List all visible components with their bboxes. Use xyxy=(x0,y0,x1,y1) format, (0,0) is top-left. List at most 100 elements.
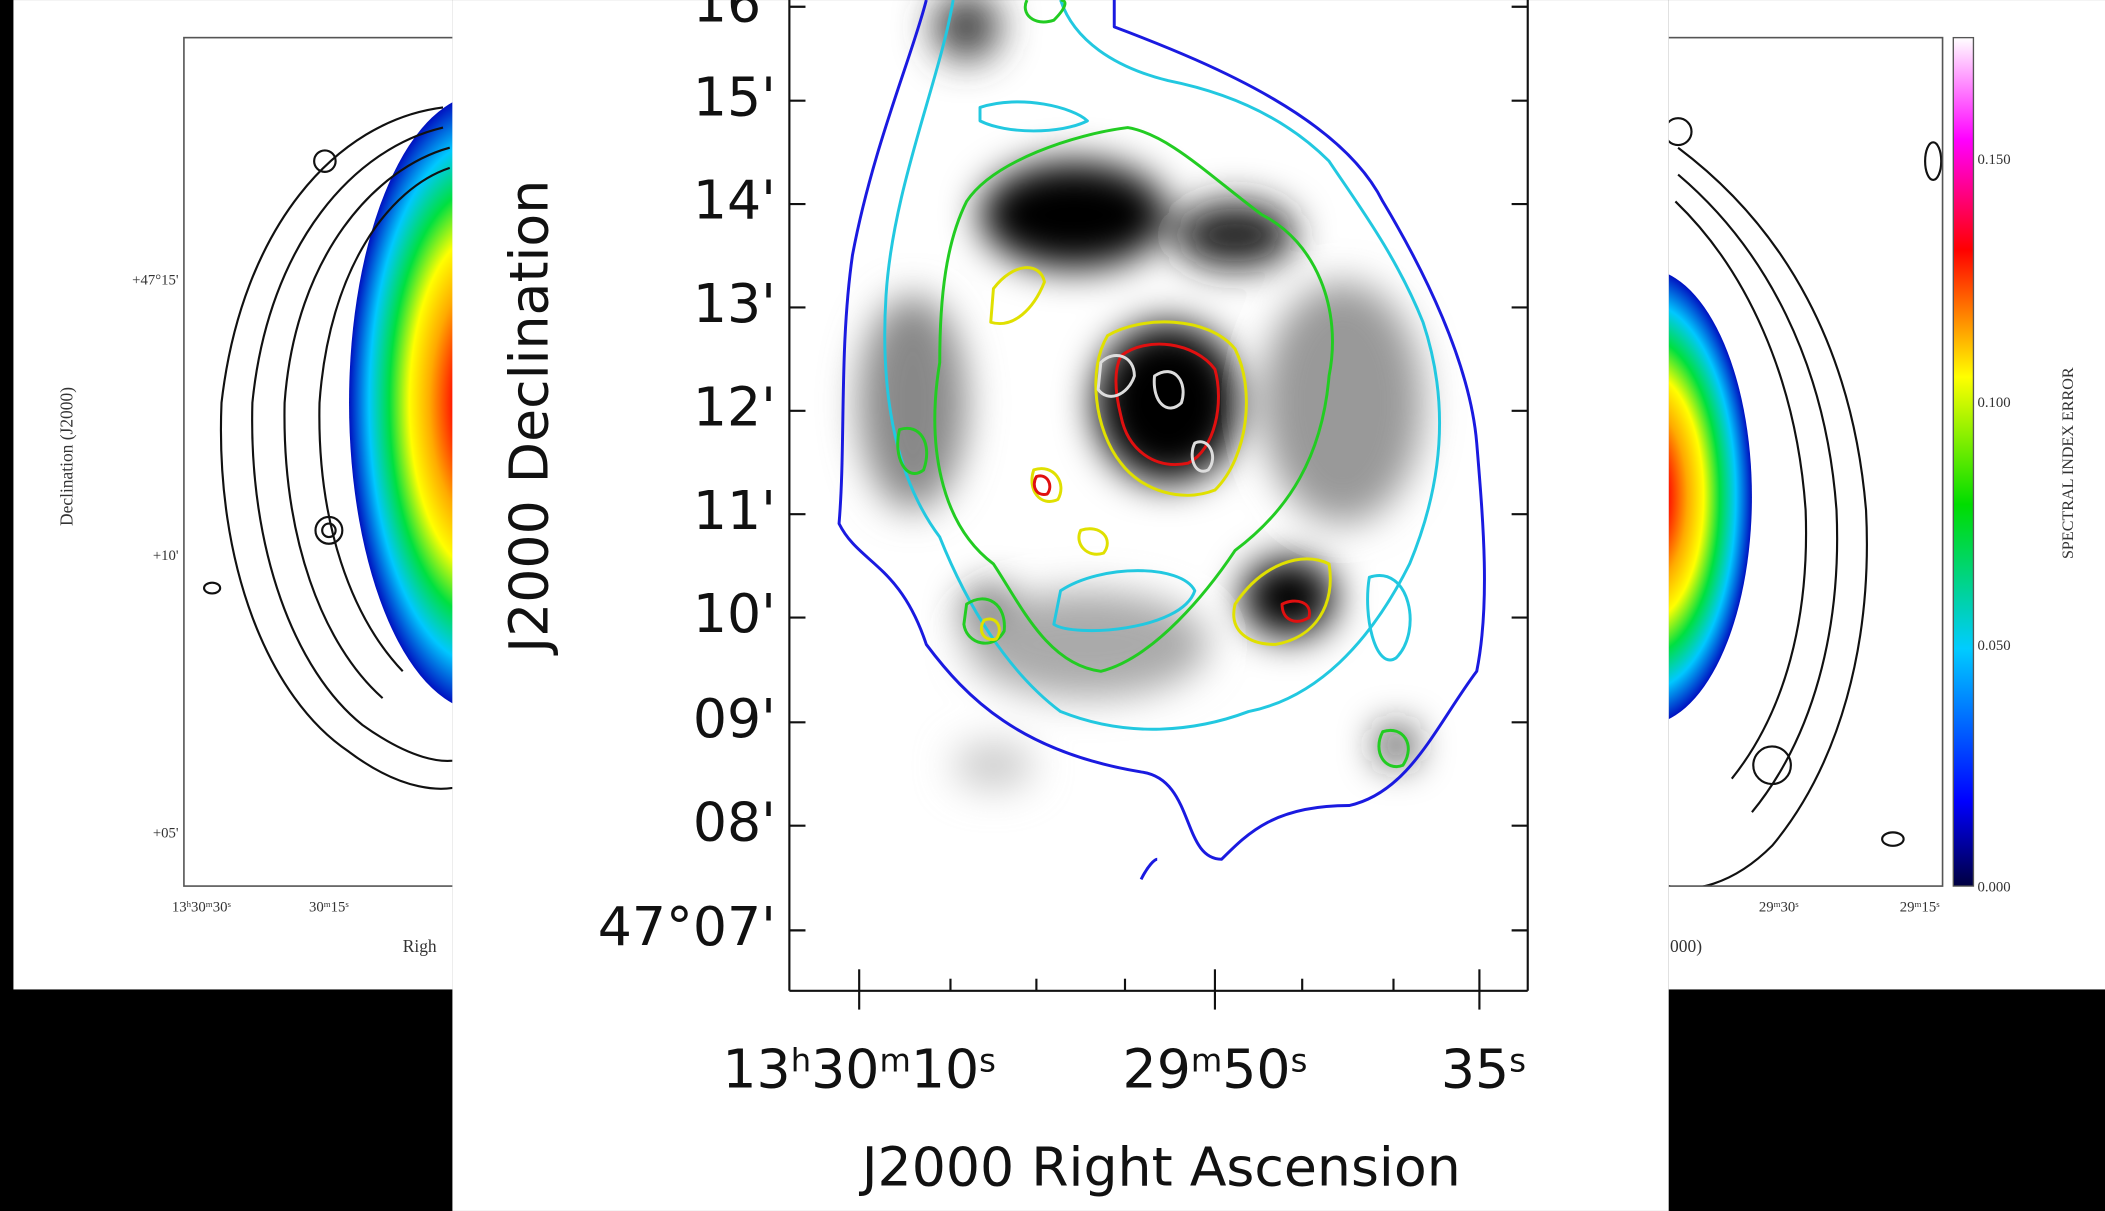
intensity-map xyxy=(859,0,1424,790)
label-part: 50 xyxy=(1222,1037,1290,1100)
label-part: h xyxy=(791,1041,811,1079)
y-axis-label: Declination (J2000) xyxy=(56,387,76,526)
label-part: 35 xyxy=(1441,1037,1509,1100)
x-axis-label: 000) xyxy=(1670,936,1702,956)
blob xyxy=(953,741,1034,790)
y-tick-label: 09' xyxy=(693,687,776,750)
spectral-map xyxy=(349,102,453,704)
contour xyxy=(202,581,222,595)
label-part: 30 xyxy=(811,1037,879,1100)
blob xyxy=(1377,726,1415,764)
y-tick-label: 47°07' xyxy=(598,895,776,958)
y-tick-label: 12' xyxy=(693,375,776,438)
contours xyxy=(1668,117,1943,887)
colorbar-tick-label: 0.000 xyxy=(1977,879,2010,895)
label-part: 30 xyxy=(1781,900,1796,916)
label-part: m xyxy=(206,899,213,909)
label-part: s xyxy=(1795,899,1799,909)
label-part: m xyxy=(324,899,331,909)
label-part: s xyxy=(227,899,231,909)
contour-blue xyxy=(837,0,1486,861)
contour xyxy=(219,106,453,790)
contour xyxy=(1752,745,1792,786)
contour xyxy=(1677,173,1839,813)
x-tick-label: 29m15s xyxy=(1900,899,1940,915)
blob xyxy=(1174,201,1296,269)
left-map xyxy=(202,102,453,790)
y-tick-label: 16' xyxy=(693,0,776,34)
y-tick-label: 10' xyxy=(693,582,776,645)
label-part: 29 xyxy=(1123,1037,1191,1100)
contour xyxy=(1668,146,1868,887)
contour-white xyxy=(1096,354,1215,473)
label-part: s xyxy=(1936,899,1940,909)
label-part: m xyxy=(1774,899,1781,909)
contours xyxy=(202,106,453,790)
blob xyxy=(1241,557,1336,638)
contour-yellow xyxy=(979,266,1332,646)
label-part: 29 xyxy=(1759,900,1774,916)
contour xyxy=(1924,141,1943,182)
colorbar-label: SPECTRAL INDEX ERROR xyxy=(2060,367,2077,559)
colorbar-tick-label: 0.050 xyxy=(1977,638,2010,654)
label-part: 30 xyxy=(309,900,324,916)
contour-green xyxy=(896,0,1410,769)
spectral-map xyxy=(1668,274,1752,720)
label-part: s xyxy=(1291,1041,1308,1079)
y-tick-label: +47°15' xyxy=(132,273,179,289)
blob xyxy=(1261,281,1424,524)
x-tick-label: 29m30s xyxy=(1759,899,1799,915)
center-map xyxy=(837,0,1486,881)
contour xyxy=(1668,117,1693,147)
label-part: h xyxy=(187,899,192,909)
colorbar-tick-label: 0.150 xyxy=(1977,152,2010,168)
contour-cyan xyxy=(883,0,1442,731)
contour xyxy=(313,149,337,173)
contour xyxy=(314,515,344,545)
blob xyxy=(859,295,967,511)
x-axis-label: Righ xyxy=(403,936,437,956)
label-part: 13 xyxy=(722,1037,790,1100)
contour xyxy=(1674,200,1808,780)
y-tick-label: 08' xyxy=(693,790,776,853)
contour-blue xyxy=(1139,857,1158,881)
y-tick-label: +05' xyxy=(153,826,179,842)
label-part: s xyxy=(979,1041,996,1079)
colorbar xyxy=(1952,36,1975,887)
x-tick-label: 30m15s xyxy=(309,899,349,915)
colorbar-tick-label: 0.100 xyxy=(1977,395,2010,411)
contour xyxy=(321,522,337,539)
label-part: s xyxy=(345,899,349,909)
x-tick-label: 35s xyxy=(1441,1037,1526,1100)
y-tick-label: 11' xyxy=(693,479,776,542)
contour xyxy=(251,126,453,762)
x-tick-label: 13h30m30s xyxy=(172,899,232,915)
label-part: s xyxy=(1509,1041,1526,1079)
label-part: 10 xyxy=(911,1037,979,1100)
y-axis-label: J2000 Declination xyxy=(498,180,561,656)
contour-green xyxy=(933,126,1334,673)
tick-marks xyxy=(789,5,1528,1010)
x-axis-label: J2000 Right Ascension xyxy=(859,1135,1461,1198)
contour xyxy=(283,146,451,699)
y-tick-label: +10' xyxy=(153,548,179,564)
right-map xyxy=(1668,117,1943,887)
contour xyxy=(318,166,451,673)
label-part: m xyxy=(879,1041,910,1079)
label-part: 30 xyxy=(191,900,206,916)
label-part: 30 xyxy=(213,900,228,916)
label-part: 13 xyxy=(172,900,187,916)
contour-cyan xyxy=(978,100,1412,662)
y-tick-label: 15' xyxy=(693,65,776,128)
contour xyxy=(1881,831,1905,847)
label-part: m xyxy=(1915,899,1922,909)
blob xyxy=(980,161,1168,269)
x-tick-label: 29m50s xyxy=(1123,1037,1308,1100)
y-tick-label: 14' xyxy=(693,169,776,232)
label-part: 29 xyxy=(1900,900,1915,916)
blob xyxy=(966,590,1209,699)
x-tick-label: 13h30m10s xyxy=(722,1037,996,1100)
